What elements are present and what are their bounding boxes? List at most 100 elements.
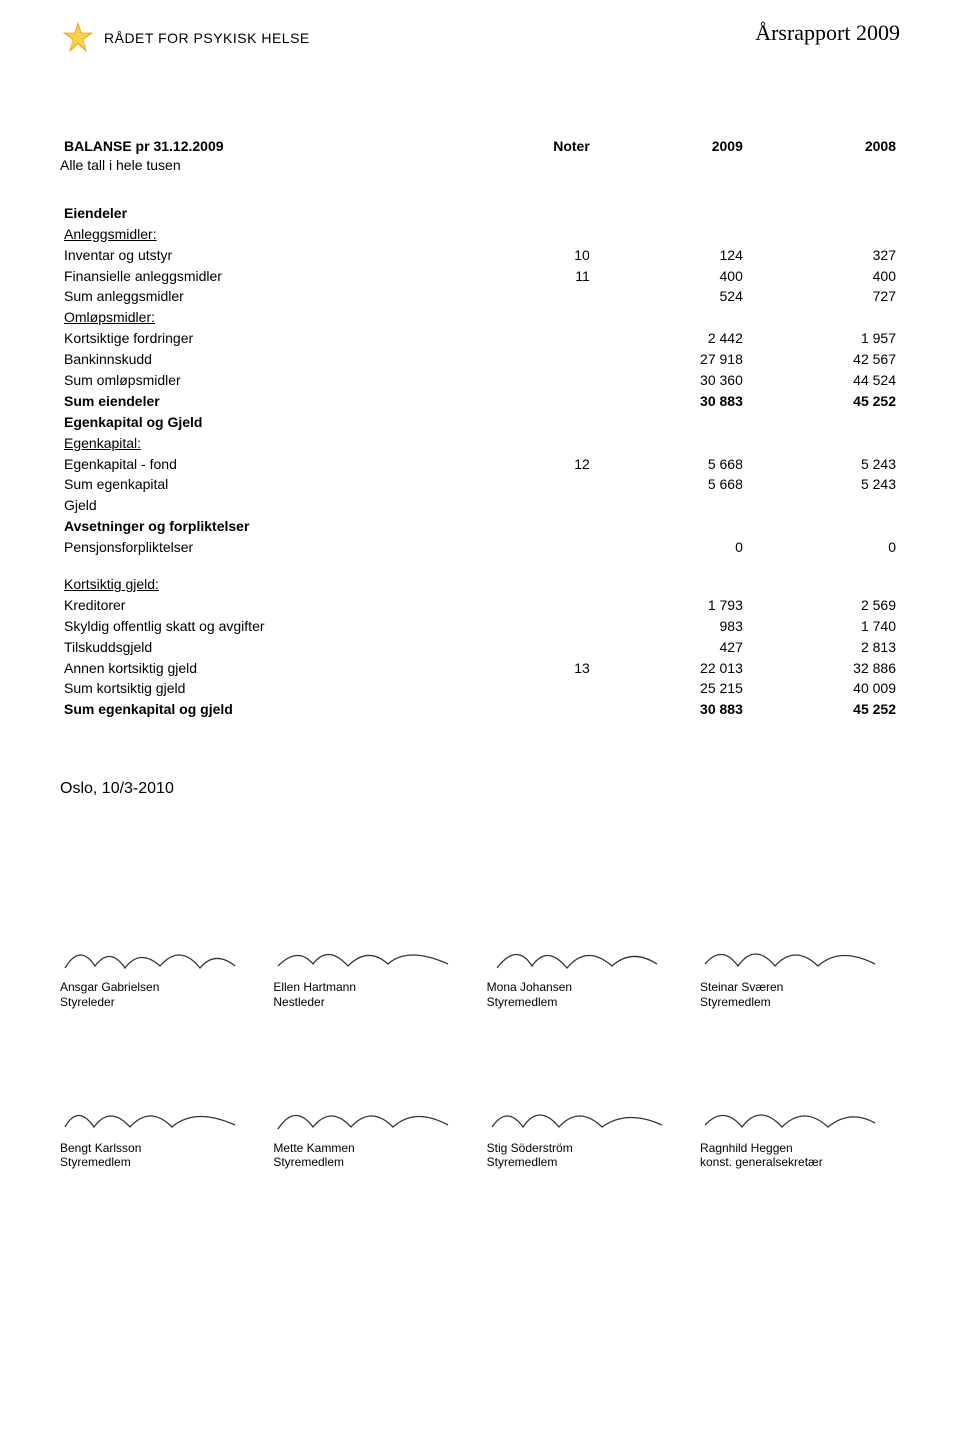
cell-note: 11 — [503, 266, 594, 287]
cell-label: Inventar og utstyr — [60, 245, 503, 266]
row-annen-kortsiktig: Annen kortsiktig gjeld 13 22 013 32 886 — [60, 658, 900, 679]
col-2009: 2009 — [594, 136, 747, 157]
signature-icon — [487, 938, 667, 978]
cell-label: Kortsiktige fordringer — [60, 328, 503, 349]
kortsiktig-gjeld-heading: Kortsiktig gjeld: — [60, 574, 503, 595]
signature-icon — [60, 938, 240, 978]
egenk-heading: Egenkapital: — [60, 433, 503, 454]
cell-y2: 5 243 — [747, 454, 900, 475]
signature-block: Stig Söderström Styremedlem — [487, 1099, 687, 1170]
avsetn-heading: Avsetninger og forpliktelser — [60, 516, 503, 537]
row-sum-egenk: Sum egenkapital 5 668 5 243 — [60, 474, 900, 495]
signature-icon — [700, 938, 880, 978]
cell-y2: 44 524 — [747, 370, 900, 391]
cell-y2: 45 252 — [747, 699, 900, 720]
cell-label: Sum egenkapital — [60, 474, 503, 495]
sig-name: Ellen Hartmann — [273, 980, 473, 994]
sig-role: Nestleder — [273, 995, 473, 1009]
org-block: RÅDET FOR PSYKISK HELSE — [60, 20, 310, 56]
cell-y2: 32 886 — [747, 658, 900, 679]
signature-row-2: Bengt Karlsson Styremedlem Mette Kammen … — [60, 1099, 900, 1170]
sig-name: Bengt Karlsson — [60, 1141, 260, 1155]
cell-y2: 400 — [747, 266, 900, 287]
cell-y2: 5 243 — [747, 474, 900, 495]
cell-y1: 400 — [594, 266, 747, 287]
row-pensjon: Pensjonsforpliktelser 0 0 — [60, 537, 900, 558]
eiendeler-heading: Eiendeler — [60, 203, 503, 224]
report-title: Årsrapport 2009 — [755, 20, 900, 46]
row-kreditorer: Kreditorer 1 793 2 569 — [60, 595, 900, 616]
cell-label: Sum anleggsmidler — [60, 286, 503, 307]
document-page: RÅDET FOR PSYKISK HELSE Årsrapport 2009 … — [0, 0, 960, 1210]
cell-note: 10 — [503, 245, 594, 266]
sig-name: Ragnhild Heggen — [700, 1141, 900, 1155]
row-egenk-fond: Egenkapital - fond 12 5 668 5 243 — [60, 454, 900, 475]
cell-y1: 524 — [594, 286, 747, 307]
signature-icon — [700, 1099, 880, 1139]
row-sum-anlegg: Sum anleggsmidler 524 727 — [60, 286, 900, 307]
cell-y1: 30 360 — [594, 370, 747, 391]
cell-y2: 2 569 — [747, 595, 900, 616]
sig-role: Styremedlem — [487, 995, 687, 1009]
cell-y2: 45 252 — [747, 391, 900, 412]
cell-label: Egenkapital - fond — [60, 454, 503, 475]
cell-note: 12 — [503, 454, 594, 475]
cell-y2: 0 — [747, 537, 900, 558]
cell-y2: 40 009 — [747, 678, 900, 699]
sig-role: Styreleder — [60, 995, 260, 1009]
header-row: RÅDET FOR PSYKISK HELSE Årsrapport 2009 — [60, 20, 900, 56]
sig-role: Styremedlem — [273, 1155, 473, 1169]
cell-y2: 1 740 — [747, 616, 900, 637]
sig-name: Mette Kammen — [273, 1141, 473, 1155]
balance-table: Eiendeler Anleggsmidler: Inventar og uts… — [60, 203, 900, 720]
signature-row-1: Ansgar Gabrielsen Styreleder Ellen Hartm… — [60, 938, 900, 1009]
row-skyldig-skatt: Skyldig offentlig skatt og avgifter 983 … — [60, 616, 900, 637]
sig-name: Ansgar Gabrielsen — [60, 980, 260, 994]
cell-label: Annen kortsiktig gjeld — [60, 658, 503, 679]
sig-role: Styremedlem — [487, 1155, 687, 1169]
row-sum-omlop: Sum omløpsmidler 30 360 44 524 — [60, 370, 900, 391]
cell-label: Bankinnskudd — [60, 349, 503, 370]
cell-y1: 5 668 — [594, 474, 747, 495]
cell-y1: 427 — [594, 637, 747, 658]
signature-icon — [60, 1099, 240, 1139]
cell-y1: 1 793 — [594, 595, 747, 616]
cell-y1: 2 442 — [594, 328, 747, 349]
cell-label: Tilskuddsgjeld — [60, 637, 503, 658]
row-inventar: Inventar og utstyr 10 124 327 — [60, 245, 900, 266]
col-2008: 2008 — [747, 136, 900, 157]
sig-role: Styremedlem — [700, 995, 900, 1009]
cell-note: 13 — [503, 658, 594, 679]
cell-label: Skyldig offentlig skatt og avgifter — [60, 616, 503, 637]
cell-y1: 27 918 — [594, 349, 747, 370]
egenk-gjeld-heading: Egenkapital og Gjeld — [60, 412, 503, 433]
cell-y1: 22 013 — [594, 658, 747, 679]
row-bankinnskudd: Bankinnskudd 27 918 42 567 — [60, 349, 900, 370]
title-table: BALANSE pr 31.12.2009 Noter 2009 2008 — [60, 136, 900, 157]
signature-block: Steinar Sværen Styremedlem — [700, 938, 900, 1009]
omlop-heading: Omløpsmidler: — [60, 307, 503, 328]
col-noter: Noter — [503, 136, 594, 157]
cell-y2: 327 — [747, 245, 900, 266]
subtitle: Alle tall i hele tusen — [60, 157, 900, 173]
row-fin-anlegg: Finansielle anleggsmidler 11 400 400 — [60, 266, 900, 287]
sig-name: Steinar Sværen — [700, 980, 900, 994]
sig-name: Stig Söderström — [487, 1141, 687, 1155]
signature-icon — [487, 1099, 667, 1139]
cell-y1: 983 — [594, 616, 747, 637]
org-name: RÅDET FOR PSYKISK HELSE — [104, 30, 310, 46]
signature-block: Ellen Hartmann Nestleder — [273, 938, 473, 1009]
cell-label: Sum egenkapital og gjeld — [60, 699, 503, 720]
cell-y2: 727 — [747, 286, 900, 307]
signature-icon — [273, 938, 453, 978]
cell-y1: 25 215 — [594, 678, 747, 699]
row-kortsiktige-fordr: Kortsiktige fordringer 2 442 1 957 — [60, 328, 900, 349]
sig-role: konst. generalsekretær — [700, 1155, 900, 1169]
cell-label: Sum eiendeler — [60, 391, 503, 412]
cell-y2: 1 957 — [747, 328, 900, 349]
cell-y1: 30 883 — [594, 391, 747, 412]
cell-label: Pensjonsforpliktelser — [60, 537, 503, 558]
sig-name: Mona Johansen — [487, 980, 687, 994]
logo-icon — [60, 20, 96, 56]
cell-y2: 42 567 — [747, 349, 900, 370]
